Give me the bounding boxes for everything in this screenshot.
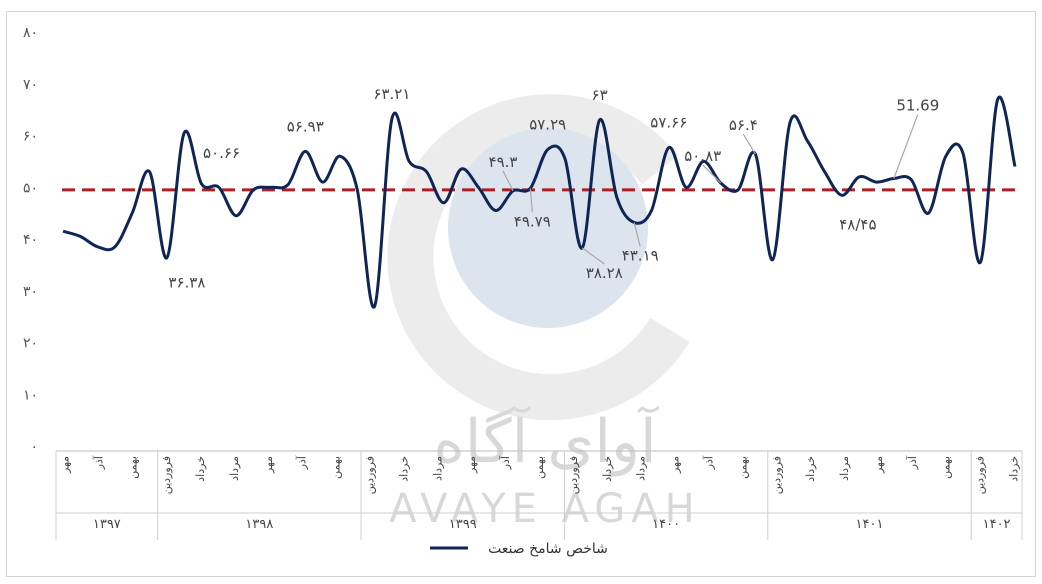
x-tick-label: فروردین — [364, 456, 377, 494]
data-label: ۴۳.۱۹ — [622, 247, 659, 265]
y-axis-ticks: ۰ ۱۰ ۲۰ ۳۰ ۴۰ ۵۰ ۶۰ ۷۰ ۸۰ — [23, 25, 38, 455]
x-tick-label: خرداد — [397, 456, 410, 482]
x-tick-label: فروردین — [160, 456, 173, 494]
x-tick-label: بهمن — [736, 456, 749, 479]
y-tick-label: ۶۰ — [23, 129, 38, 145]
data-label-leader — [893, 114, 919, 179]
data-label: ۴۹.۳ — [489, 153, 518, 171]
x-tick-label: آذر — [905, 455, 919, 470]
data-label-leader — [581, 247, 605, 265]
x-tick-label: آذر — [701, 455, 715, 470]
x-tick-label: بهمن — [533, 456, 546, 479]
x-tick-label: مهر — [262, 456, 275, 474]
x-tick-label: بهمن — [940, 456, 953, 479]
x-tick-label: خرداد — [194, 456, 207, 482]
data-label-leader — [742, 133, 756, 155]
x-tick-label: مهر — [58, 456, 71, 474]
y-tick-label: ۵۰ — [23, 180, 38, 196]
x-tick-label: مرداد — [228, 456, 241, 481]
x-tick-label: آذر — [91, 455, 105, 470]
data-label-leader — [529, 188, 533, 213]
y-tick-label: ۳۰ — [23, 284, 38, 300]
x-tick-label: آذر — [498, 455, 512, 470]
x-tick-label: بهمن — [330, 456, 343, 479]
data-label: ۴۹.۷۹ — [514, 212, 551, 230]
y-tick-label: ۲۰ — [23, 336, 38, 352]
data-label: ۵۷.۶۶ — [650, 114, 687, 132]
y-tick-label: ۸۰ — [23, 25, 38, 41]
y-tick-label: ۷۰ — [23, 77, 38, 93]
data-label: ۵۰.۶۶ — [203, 144, 240, 162]
data-label: ۶۳ — [592, 86, 608, 104]
chart-frame — [6, 11, 1036, 577]
y-tick-label: ۴۰ — [23, 232, 38, 248]
year-label: ۱۴۰۲ — [983, 517, 1011, 532]
data-label: ۶۳.۲۱ — [373, 85, 410, 103]
watermark-persian-text: آوای آگاه — [433, 405, 659, 477]
data-label-leader — [702, 164, 722, 184]
data-label-leader — [502, 170, 514, 192]
watermark-logo: آوای آگاه AVAYE AGAH — [387, 94, 700, 532]
series-line — [62, 95, 1017, 309]
x-tick-label: بهمن — [126, 456, 139, 479]
watermark-latin-text: AVAYE AGAH — [389, 486, 700, 532]
watermark-disc — [448, 128, 648, 328]
watermark-ring — [387, 94, 690, 421]
x-tick-label: آذر — [295, 455, 309, 470]
x-tick-label: مهر — [872, 456, 885, 474]
x-tick-label: مرداد — [838, 456, 851, 481]
data-label: 51.69 — [896, 97, 939, 115]
x-tick-label: مرداد — [635, 456, 648, 481]
data-label: ۴۸/۴۵ — [839, 215, 876, 233]
x-axis: ۱۳۹۷ ۱۳۹۸ ۱۳۹۹ ۱۴۰۰ ۱۴۰۱ ۱۴۰۲ مهر آذر بهمن فروردی… — [55, 450, 1023, 540]
x-tick-label: مهر — [465, 456, 478, 474]
data-label: ۳۸.۲۸ — [586, 264, 623, 282]
x-tick-label: خرداد — [601, 456, 614, 482]
data-label: ۵۷.۲۹ — [529, 116, 566, 134]
y-tick-label: ۱۰ — [23, 387, 38, 403]
data-label: ۵۶.۴ — [729, 116, 758, 134]
legend-label: شاخص شامخ صنعت — [488, 541, 608, 557]
plot-area — [62, 95, 1018, 309]
year-label: ۱۳۹۸ — [245, 517, 273, 532]
x-tick-label: خرداد — [1008, 456, 1021, 482]
x-tick-label: فروردین — [770, 456, 783, 494]
data-label: ۵۶.۹۳ — [287, 117, 324, 135]
x-tick-label: خرداد — [804, 456, 817, 482]
data-label: ۵۰.۸۳ — [684, 147, 721, 165]
x-tick-label: مرداد — [431, 456, 444, 481]
data-labels: ۳۶.۳۸ ۵۰.۶۶ ۵۶.۹۳ ۶۳.۲۱ ۴۹.۳ ۴۹.۷۹ ۵۷.۲۹ ۳۸.۲۸ ۶… — [168, 85, 939, 292]
year-label: ۱۴۰۱ — [856, 517, 884, 532]
x-tick-label: مهر — [669, 456, 682, 474]
data-label: ۳۶.۳۸ — [168, 274, 205, 292]
year-label: ۱۴۰۰ — [652, 517, 680, 532]
year-label: ۱۳۹۷ — [93, 517, 121, 532]
legend: شاخص شامخ صنعت — [430, 541, 608, 557]
x-tick-label: فروردین — [567, 456, 580, 494]
data-label-leader — [633, 222, 641, 247]
year-label: ۱۳۹۹ — [449, 517, 477, 532]
x-tick-label: فروردین — [974, 456, 987, 494]
y-tick-label: ۰ — [30, 439, 38, 455]
